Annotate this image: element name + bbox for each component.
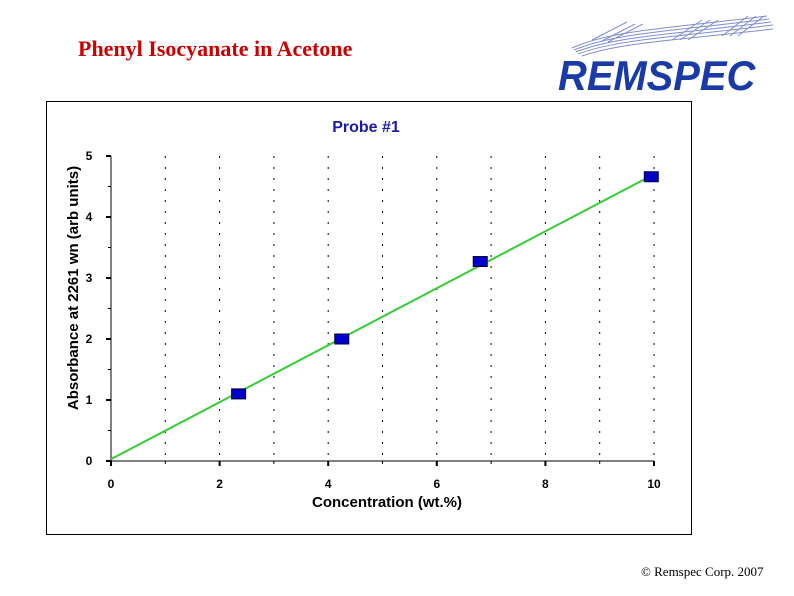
y-tick-label: 2 bbox=[86, 332, 93, 346]
tick-labels: 0 2 4 6 8 10 0 1 2 3 4 5 bbox=[86, 149, 661, 491]
y-axis-label: Absorbance at 2261 wn (arb units) bbox=[65, 166, 82, 410]
x-tick-label: 10 bbox=[647, 477, 661, 491]
y-tick-label: 5 bbox=[86, 149, 93, 163]
data-point-marker bbox=[334, 333, 350, 345]
linear-fit-line bbox=[110, 173, 655, 461]
chart-title: Probe #1 bbox=[332, 119, 400, 136]
chart-frame: Probe #1 0 2 4 6 8 10 0 1 2 3 4 5 Concentration (wt… bbox=[46, 101, 692, 535]
axes bbox=[106, 155, 655, 466]
logo-wordmark: REMSPEC bbox=[558, 52, 756, 99]
x-tick-label: 0 bbox=[108, 477, 115, 491]
x-axis-label: Concentration (wt.%) bbox=[312, 494, 462, 511]
fit-line-layer bbox=[110, 173, 655, 461]
y-tick-label: 4 bbox=[86, 210, 93, 224]
data-points bbox=[231, 171, 659, 400]
y-tick-label: 3 bbox=[86, 271, 93, 285]
x-tick-label: 4 bbox=[325, 477, 332, 491]
data-point-marker bbox=[643, 171, 659, 183]
grid-lines bbox=[164, 156, 655, 461]
data-point-marker bbox=[472, 256, 488, 268]
copyright-notice: © Remspec Corp. 2007 bbox=[641, 564, 764, 579]
x-tick-label: 2 bbox=[216, 477, 223, 491]
y-tick-label: 1 bbox=[86, 393, 93, 407]
scatter-chart: Probe #1 0 2 4 6 8 10 0 1 2 3 4 5 Concentration (wt… bbox=[65, 119, 661, 511]
y-tick-label: 0 bbox=[86, 454, 93, 468]
slide-title: Phenyl Isocyanate in Acetone bbox=[78, 36, 353, 61]
data-point-marker bbox=[231, 388, 247, 400]
x-tick-label: 6 bbox=[433, 477, 440, 491]
remspec-logo: REMSPEC bbox=[552, 10, 777, 100]
logo-swoosh-graphic bbox=[571, 15, 774, 57]
x-tick-label: 8 bbox=[542, 477, 549, 491]
